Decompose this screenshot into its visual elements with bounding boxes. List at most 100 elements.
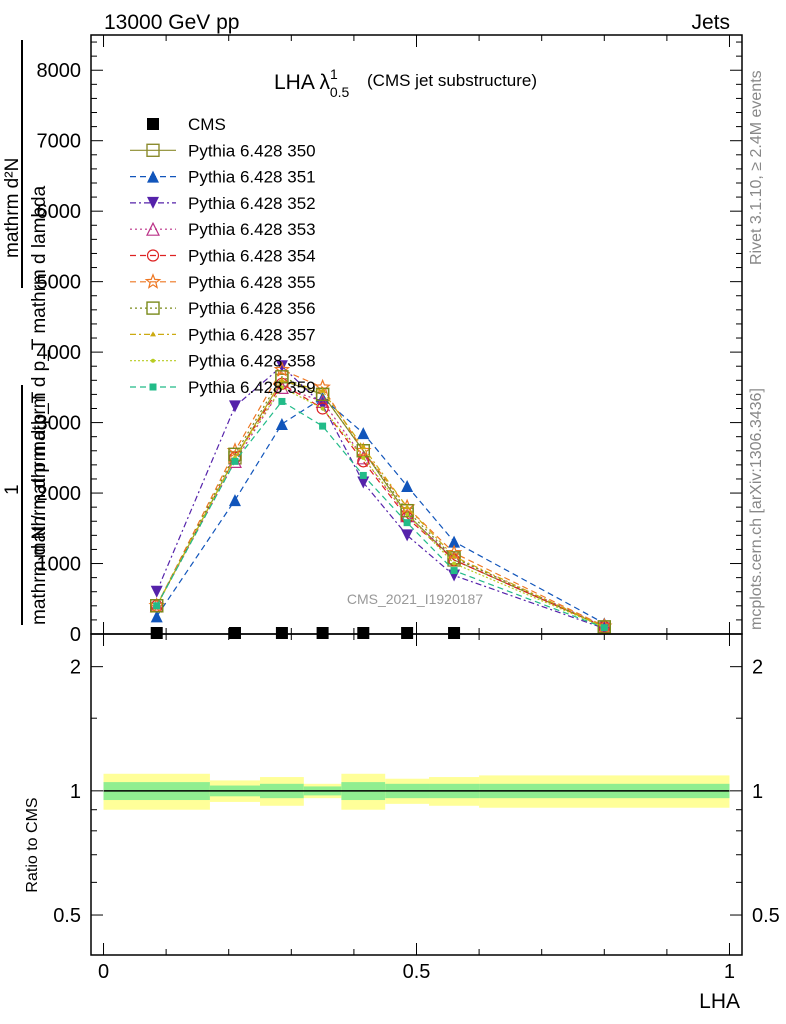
data-point — [228, 494, 241, 507]
data-point — [231, 457, 239, 465]
y-label-one: 1 — [2, 484, 23, 495]
data-point — [150, 585, 163, 598]
ratio-y-tick-label-right: 2 — [752, 657, 763, 679]
data-point — [361, 455, 366, 460]
plot-title: LHA λ1 0.5 (CMS jet substructure) — [274, 66, 537, 100]
series-line-2 — [156, 397, 605, 624]
header-energy: 13000 GeV pp — [104, 11, 239, 34]
ratio-y-tick-label-right: 0.5 — [752, 905, 780, 927]
legend-marker — [146, 221, 160, 236]
data-point — [150, 599, 164, 613]
series-line-1 — [156, 379, 605, 628]
y-axis-label: 1 mathrm d²N mathrm d p mathrm d p_T mat… — [2, 40, 50, 625]
data-point — [150, 610, 163, 623]
cms-data-point — [228, 627, 241, 639]
series-line-10 — [156, 400, 605, 629]
title-sup: 1 — [330, 66, 338, 82]
data-point — [278, 397, 286, 405]
ratio-frame — [90, 633, 743, 956]
legend-marker — [147, 196, 159, 209]
y-tick-label: 4000 — [37, 342, 82, 364]
legend-label: Pythia 6.428 356 — [188, 299, 316, 318]
data-point — [273, 361, 291, 377]
ratio-y-tick-label: 0.5 — [53, 905, 81, 927]
cms-data-point — [275, 627, 288, 639]
ratio-panel: 0.5 0.5 1 1 2 2 0 0.5 1 — [53, 633, 780, 983]
legend-item: Pythia 6.428 358 — [130, 352, 316, 371]
legend-item: Pythia 6.428 353 — [130, 220, 316, 239]
ratio-y-label: Ratio to CMS — [24, 797, 41, 892]
data-point — [279, 385, 284, 390]
legend-marker — [146, 249, 160, 262]
data-point — [319, 387, 326, 393]
cms-data-point — [357, 627, 370, 639]
legend-label: Pythia 6.428 357 — [188, 325, 316, 344]
mcplots-label: mcplots.cern.ch [arXiv:1306.3436] — [748, 388, 765, 630]
legend-item: Pythia 6.428 354 — [130, 247, 316, 266]
data-point — [401, 529, 414, 542]
legend-item: Pythia 6.428 357 — [130, 325, 316, 344]
header-jets: Jets — [691, 11, 730, 34]
data-point — [403, 519, 411, 527]
data-point — [355, 442, 372, 458]
cms-data-point — [150, 627, 163, 639]
legend-marker — [146, 143, 160, 158]
legend: CMS Pythia 6.428 350 Pythia 6.428 351 Pythi… — [130, 115, 316, 397]
data-point — [316, 402, 329, 415]
data-point — [153, 602, 161, 610]
ratio-y-tick-label-right: 1 — [752, 781, 763, 803]
legend-label: Pythia 6.428 359 — [188, 378, 316, 397]
series-line-8 — [156, 379, 605, 628]
data-point — [600, 624, 608, 632]
y-tick-label: 7000 — [37, 131, 82, 153]
legend-item: Pythia 6.428 355 — [130, 273, 316, 292]
data-point — [228, 400, 241, 413]
main-panel: 0 1000 2000 3000 4000 5000 6000 7000 8000 — [37, 34, 743, 646]
y-tick-label: 1000 — [37, 554, 82, 576]
legend-label: Pythia 6.428 351 — [188, 168, 316, 187]
legend-item: Pythia 6.428 359 — [130, 378, 316, 397]
series-line-3 — [156, 365, 605, 629]
cms-data-point — [316, 627, 329, 639]
series-line-7 — [156, 376, 605, 628]
cms-data-point — [401, 627, 414, 639]
legend-item: Pythia 6.428 351 — [130, 168, 316, 187]
legend-item: Pythia 6.428 350 — [130, 141, 316, 160]
data-point — [359, 471, 367, 479]
legend-item: Pythia 6.428 356 — [130, 299, 316, 318]
legend-marker — [149, 383, 157, 391]
legend-marker — [147, 118, 159, 130]
series-line-9 — [156, 386, 605, 628]
data-point — [448, 535, 461, 548]
data-point — [450, 567, 458, 575]
legend-marker — [151, 358, 155, 363]
title-suffix: (CMS jet substructure) — [367, 71, 537, 90]
y-tick-label: 2000 — [37, 483, 82, 505]
data-point — [274, 380, 289, 394]
y-tick-label: 3000 — [37, 413, 82, 435]
legend-label: Pythia 6.428 352 — [188, 194, 316, 213]
data-point — [278, 377, 285, 383]
data-point — [451, 553, 458, 559]
data-point — [360, 444, 367, 450]
legend-marker — [147, 170, 159, 183]
x-tick-label: 0 — [98, 961, 109, 983]
watermark: CMS_2021_I1920187 — [347, 591, 483, 607]
legend-marker — [150, 331, 156, 337]
data-point — [275, 370, 289, 384]
data-point — [401, 480, 414, 493]
title-main: LHA λ — [274, 71, 331, 94]
y-tick-label: 5000 — [37, 272, 82, 294]
y-label-numerator: mathrm d²N — [2, 158, 23, 258]
data-point — [319, 422, 327, 430]
legend-marker — [146, 301, 160, 315]
data-point — [275, 417, 288, 430]
data-point — [452, 561, 457, 566]
data-point — [320, 406, 325, 411]
legend-marker — [144, 273, 162, 289]
y-label-denominator: mathrm d N / mathrm d p_T — [29, 391, 50, 625]
legend-label: Pythia 6.428 358 — [188, 352, 316, 371]
y-label-numerator-rest: mathrm d p mathrm d p_T mathrm d lambda — [29, 185, 50, 558]
legend-label: Pythia 6.428 354 — [188, 247, 316, 266]
